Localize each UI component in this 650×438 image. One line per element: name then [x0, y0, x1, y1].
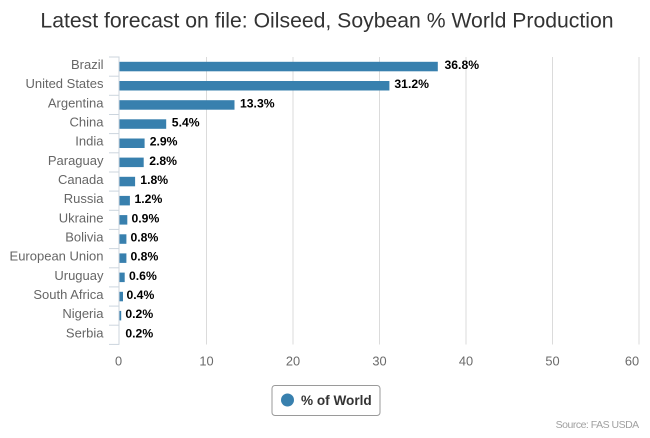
svg-text:Brazil: Brazil — [71, 57, 104, 72]
svg-text:Ukraine: Ukraine — [59, 210, 104, 225]
svg-text:China: China — [70, 115, 105, 130]
svg-text:13.3%: 13.3% — [240, 96, 275, 110]
svg-text:50: 50 — [545, 353, 559, 368]
svg-text:10: 10 — [199, 353, 213, 368]
svg-text:Russia: Russia — [64, 191, 105, 206]
svg-text:Uruguay: Uruguay — [54, 268, 104, 283]
svg-text:5.4%: 5.4% — [172, 116, 200, 130]
svg-text:United States: United States — [25, 76, 104, 91]
svg-text:0.6%: 0.6% — [129, 269, 157, 283]
svg-text:Serbia: Serbia — [66, 325, 104, 340]
svg-text:36.8%: 36.8% — [445, 58, 480, 72]
svg-text:0.4%: 0.4% — [127, 288, 155, 302]
svg-text:Paraguay: Paraguay — [48, 153, 104, 168]
svg-text:2.8%: 2.8% — [149, 154, 177, 168]
svg-text:0: 0 — [115, 353, 122, 368]
svg-text:Canada: Canada — [58, 172, 104, 187]
svg-text:0.2%: 0.2% — [125, 307, 153, 321]
svg-text:Bolivia: Bolivia — [65, 230, 104, 245]
svg-text:30: 30 — [372, 353, 386, 368]
svg-text:South Africa: South Africa — [33, 287, 104, 302]
svg-text:40: 40 — [459, 353, 473, 368]
svg-text:Argentina: Argentina — [48, 95, 104, 110]
svg-text:0.8%: 0.8% — [131, 231, 159, 245]
svg-text:Source: FAS USDA: Source: FAS USDA — [556, 419, 640, 431]
svg-text:0.8%: 0.8% — [131, 250, 159, 264]
svg-text:India: India — [75, 134, 104, 149]
svg-text:0.2%: 0.2% — [125, 326, 153, 340]
svg-text:0.9%: 0.9% — [132, 211, 160, 225]
svg-text:% of World: % of World — [301, 393, 372, 408]
svg-text:European Union: European Union — [10, 249, 104, 264]
svg-text:Nigeria: Nigeria — [62, 306, 104, 321]
svg-text:20: 20 — [286, 353, 300, 368]
svg-text:60: 60 — [625, 353, 639, 368]
svg-text:1.2%: 1.2% — [135, 192, 163, 206]
svg-text:Latest forecast on file: Oilse: Latest forecast on file: Oilseed, Soybea… — [40, 9, 613, 32]
svg-text:2.9%: 2.9% — [150, 135, 178, 149]
svg-text:1.8%: 1.8% — [140, 173, 168, 187]
svg-text:31.2%: 31.2% — [394, 77, 429, 91]
